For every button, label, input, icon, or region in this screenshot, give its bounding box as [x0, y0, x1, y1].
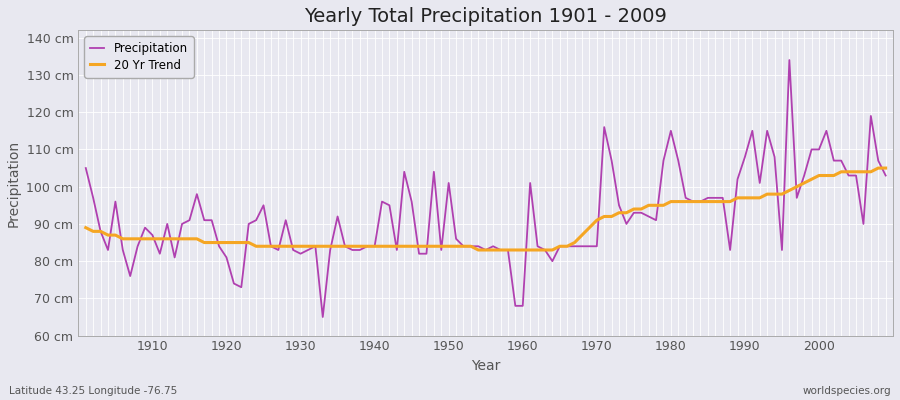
- Y-axis label: Precipitation: Precipitation: [7, 139, 21, 226]
- 20 Yr Trend: [873, 166, 884, 170]
- X-axis label: Year: Year: [471, 359, 500, 373]
- Precipitation: [318, 315, 328, 320]
- Precipitation: [880, 173, 891, 178]
- 20 Yr Trend: [518, 248, 528, 252]
- Text: worldspecies.org: worldspecies.org: [803, 386, 891, 396]
- Line: 20 Yr Trend: 20 Yr Trend: [86, 168, 886, 250]
- Precipitation: [614, 203, 625, 208]
- Precipitation: [525, 180, 535, 185]
- Title: Yearly Total Precipitation 1901 - 2009: Yearly Total Precipitation 1901 - 2009: [304, 7, 667, 26]
- Precipitation: [80, 166, 91, 170]
- Line: Precipitation: Precipitation: [86, 60, 886, 317]
- Precipitation: [355, 248, 365, 252]
- 20 Yr Trend: [614, 210, 625, 215]
- Precipitation: [302, 248, 313, 252]
- 20 Yr Trend: [525, 248, 535, 252]
- 20 Yr Trend: [347, 244, 358, 249]
- 20 Yr Trend: [302, 244, 313, 249]
- 20 Yr Trend: [140, 236, 150, 241]
- Precipitation: [140, 225, 150, 230]
- Legend: Precipitation, 20 Yr Trend: Precipitation, 20 Yr Trend: [85, 36, 194, 78]
- 20 Yr Trend: [80, 225, 91, 230]
- Precipitation: [784, 58, 795, 62]
- Precipitation: [518, 304, 528, 308]
- 20 Yr Trend: [880, 166, 891, 170]
- Text: Latitude 43.25 Longitude -76.75: Latitude 43.25 Longitude -76.75: [9, 386, 177, 396]
- 20 Yr Trend: [472, 248, 483, 252]
